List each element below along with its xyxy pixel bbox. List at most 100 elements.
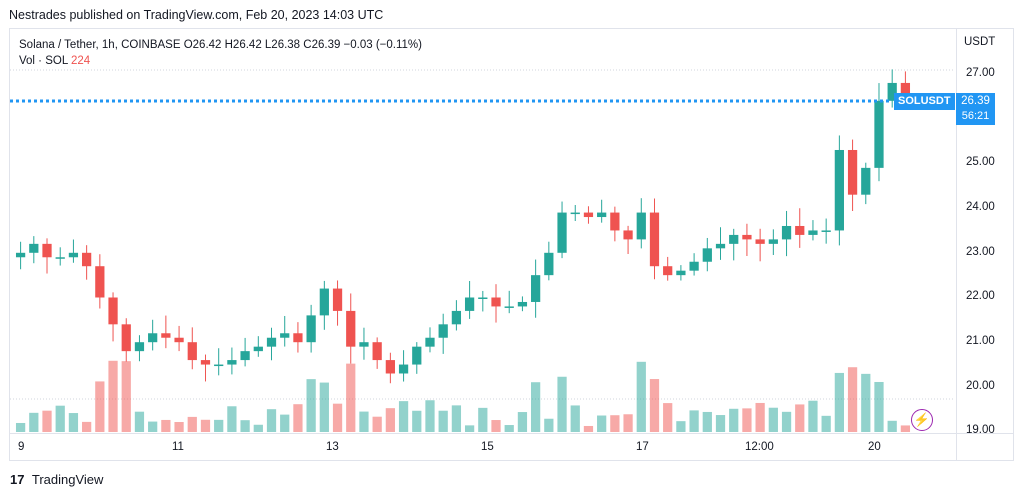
volume-value: 224: [71, 55, 91, 67]
volume-bar: [174, 422, 184, 432]
candle-body: [425, 337, 435, 347]
time-tick: 15: [481, 441, 494, 453]
tradingview-brand: 17 TradingView: [10, 472, 103, 487]
candle-body: [464, 297, 475, 311]
candle-body: [121, 324, 131, 352]
candle-body: [385, 360, 395, 374]
candle-body: [491, 297, 501, 307]
candle-body: [187, 342, 197, 361]
candle-body: [346, 310, 356, 347]
volume-bar: [768, 407, 778, 432]
candle-body: [557, 212, 567, 253]
candle-body: [715, 243, 726, 249]
candle-body: [729, 234, 739, 244]
price-tick: 23.00: [966, 246, 995, 258]
candle-body: [597, 212, 607, 218]
brand-name: TradingView: [31, 472, 104, 487]
chart-frame: [9, 28, 1014, 461]
volume-bar: [200, 419, 211, 432]
volume-bar: [847, 367, 858, 432]
volume-bar: [398, 401, 409, 432]
candle-body: [332, 288, 343, 311]
candle-body: [742, 234, 752, 240]
volume-bar: [636, 361, 646, 432]
candle-body: [900, 82, 911, 102]
volume-bar: [861, 373, 871, 432]
candle-body: [517, 301, 528, 307]
volume-bar: [227, 406, 237, 432]
volume-bar: [517, 412, 528, 432]
price-tick: 22.00: [966, 290, 995, 302]
candle-body: [702, 248, 712, 262]
candle-body: [108, 297, 118, 325]
volume-bar: [214, 419, 224, 432]
candle-body: [623, 230, 633, 240]
candle-body: [861, 167, 871, 195]
bar-countdown: 56:21: [961, 110, 990, 122]
candle-body: [768, 239, 778, 244]
candle-body: [42, 243, 52, 258]
candle-body: [227, 360, 237, 365]
price-tick: 27.00: [966, 67, 995, 79]
candle-body: [319, 288, 329, 316]
volume-bar: [425, 400, 435, 432]
volume-bar: [121, 361, 131, 432]
lightning-icon[interactable]: ⚡: [911, 409, 933, 431]
price-axis-currency: USDT: [964, 36, 996, 48]
volume-bar: [372, 416, 382, 432]
volume-bar: [319, 382, 329, 432]
candle-body: [253, 346, 263, 352]
candle-body: [306, 315, 316, 343]
volume-bar: [887, 420, 897, 432]
volume-bar: [900, 425, 911, 432]
volume-bar: [82, 421, 92, 432]
candle-body: [134, 342, 145, 352]
volume-bar: [544, 418, 554, 432]
candle-body: [781, 225, 792, 240]
time-tick: 17: [636, 441, 649, 453]
last-price-value: 26.39: [961, 95, 990, 107]
candle-body: [676, 270, 686, 276]
candle-body: [531, 275, 541, 302]
volume-bar: [781, 411, 792, 432]
candle-body: [398, 364, 409, 374]
volume-bar: [438, 410, 448, 432]
volume-bar: [874, 381, 884, 432]
volume-bar: [148, 421, 158, 432]
volume-bar: [451, 405, 462, 432]
candle-body: [29, 243, 39, 253]
candle-body: [214, 364, 224, 367]
candle-body: [755, 239, 765, 244]
candle-body: [451, 310, 462, 325]
price-tick: 20.00: [966, 380, 995, 392]
volume-bars: [15, 360, 911, 432]
time-tick: 9: [18, 441, 25, 453]
candle-body: [372, 342, 382, 361]
candle-body: [649, 212, 660, 267]
volume-bar: [68, 413, 79, 432]
tradingview-logo-icon: 17: [10, 472, 25, 487]
volume-bar: [715, 415, 726, 432]
volume-bar: [332, 403, 343, 432]
volume-bar: [583, 425, 594, 432]
volume-bar: [742, 408, 752, 432]
candle-body: [200, 360, 211, 365]
volume-bar: [570, 405, 580, 432]
time-axis-separator: [9, 433, 1014, 434]
volume-bar: [663, 403, 673, 432]
candle-body: [68, 252, 79, 258]
candle-body: [847, 149, 858, 195]
candle-body: [280, 333, 290, 338]
price-tick: 25.00: [966, 156, 995, 168]
volume-bar: [504, 425, 514, 432]
volume-bar: [649, 379, 660, 432]
candle-body: [808, 230, 818, 235]
volume-bar: [702, 411, 712, 432]
volume-bar: [623, 414, 633, 432]
volume-bar: [491, 420, 501, 432]
candle-body: [293, 333, 303, 343]
volume-bar: [306, 379, 316, 432]
volume-bar: [610, 415, 620, 432]
volume-label: Vol · SOL: [19, 55, 68, 67]
